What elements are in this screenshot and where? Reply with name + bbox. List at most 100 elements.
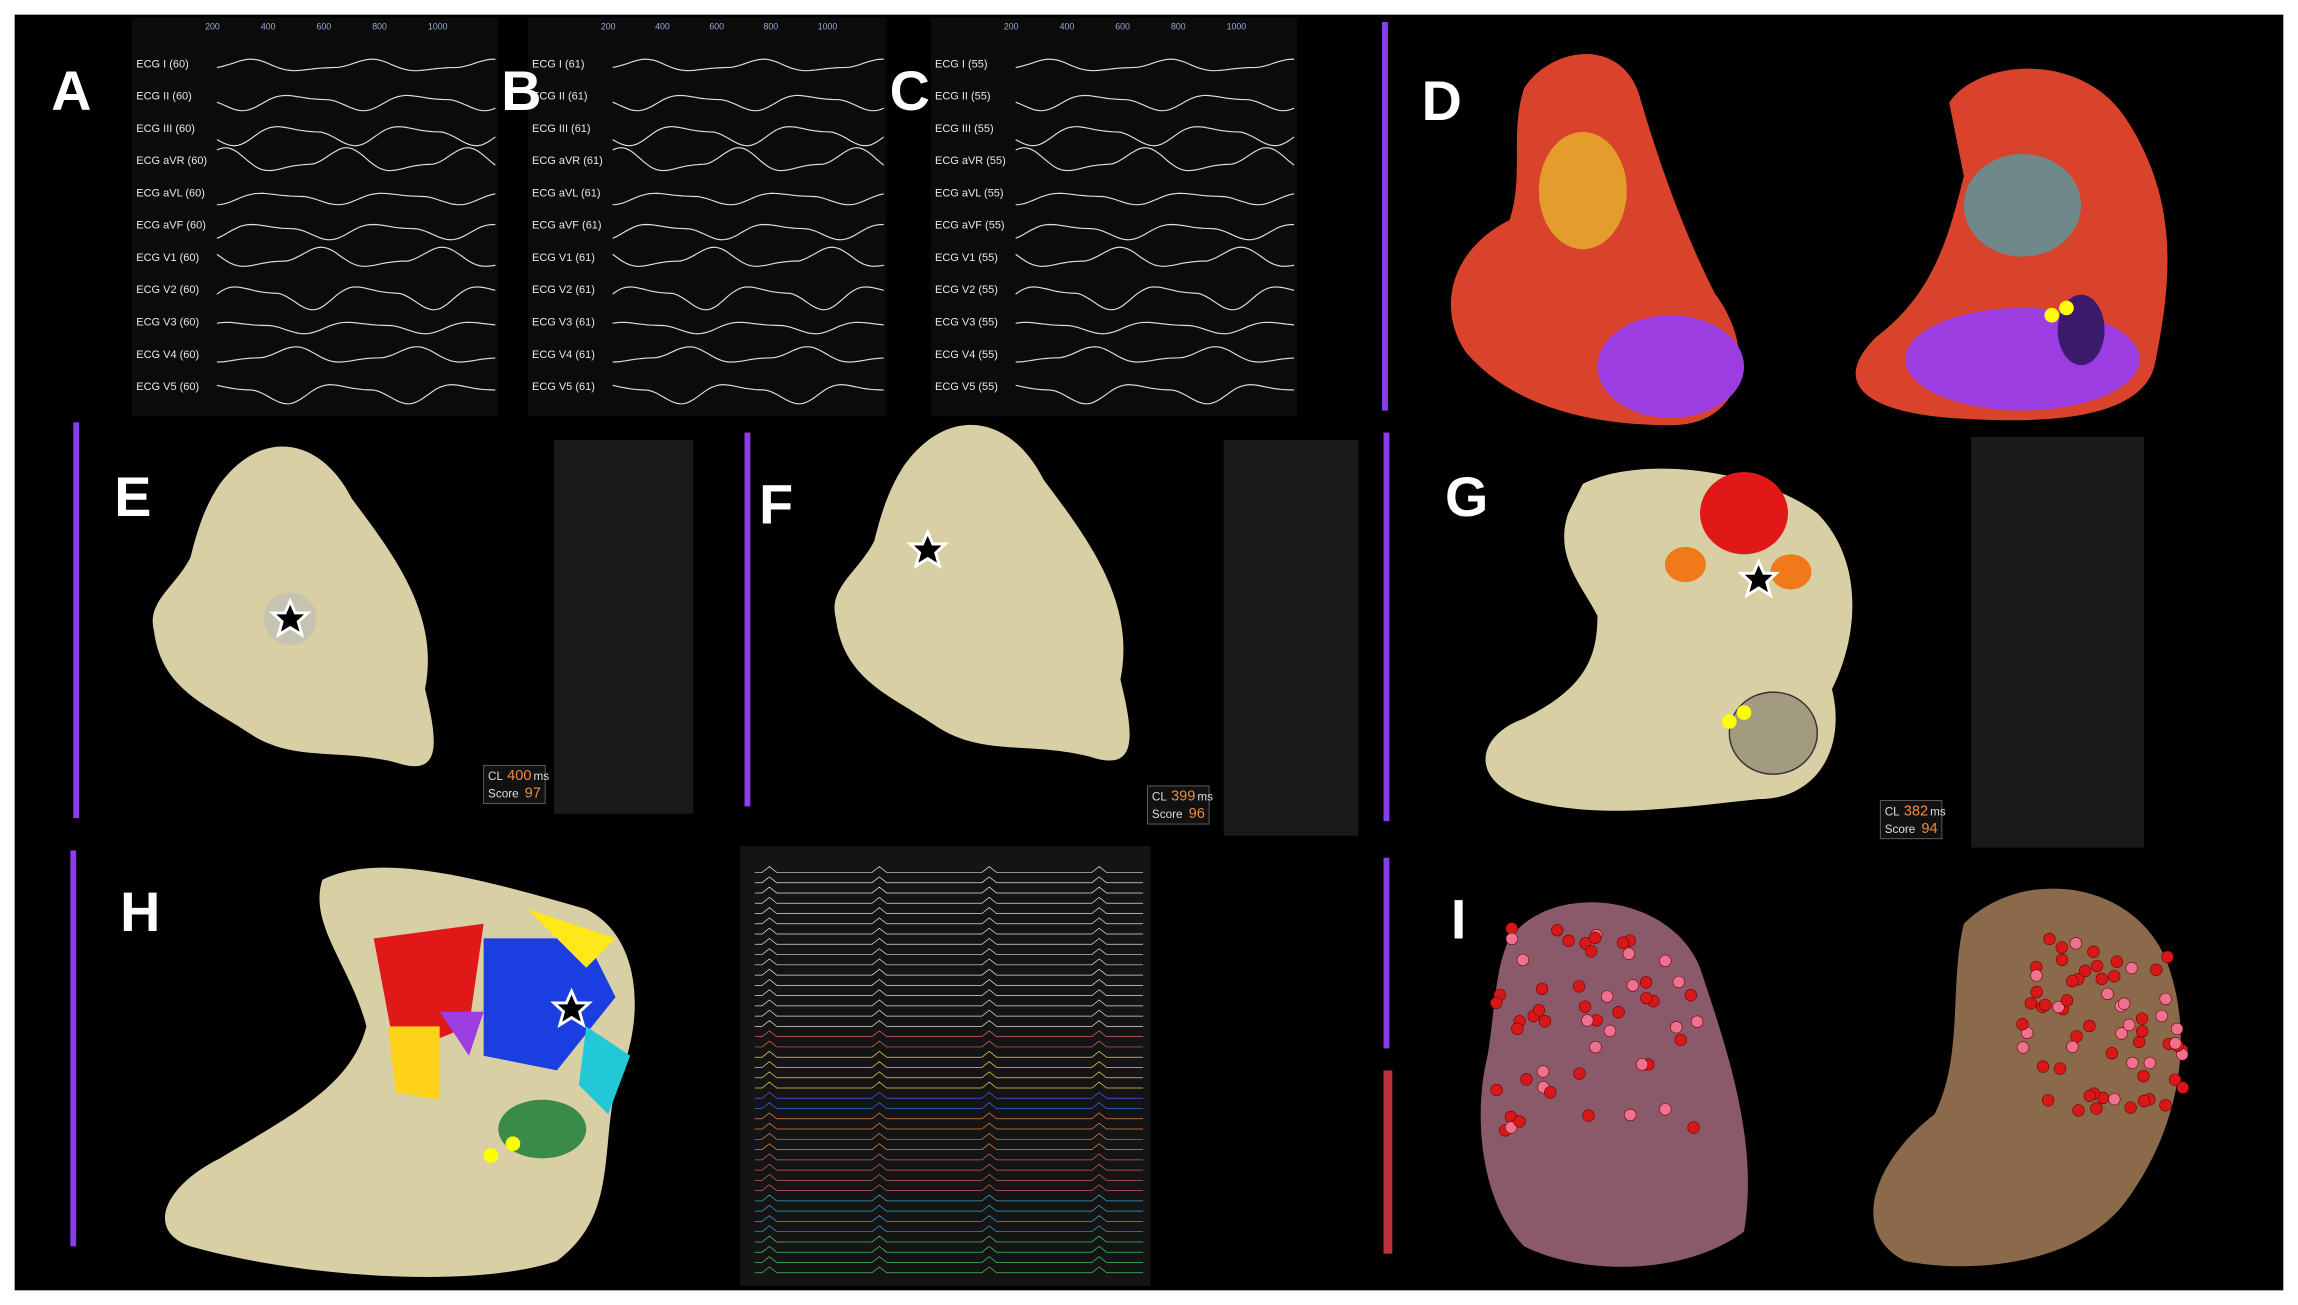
ecg-trace (1015, 321, 1295, 335)
lesion (1573, 1067, 1586, 1080)
lesion (2036, 1060, 2050, 1073)
lead-label: ECG aVF (60) (136, 220, 206, 232)
electrogram-trace (754, 1112, 1144, 1120)
ruler-label: 800 (764, 21, 779, 31)
electrogram-trace (754, 1050, 1144, 1058)
ecg-trace (216, 126, 496, 147)
lead-label: ECG V2 (60) (136, 284, 199, 296)
electrogram-trace (754, 1081, 1144, 1089)
panel-f (744, 424, 1359, 836)
lesion (1603, 1024, 1617, 1038)
lead-label: ECG V5 (55) (935, 381, 998, 393)
electrogram-trace (754, 1143, 1144, 1150)
lesion (1532, 1004, 1546, 1017)
lesion (2052, 1000, 2065, 1014)
lesion (1490, 996, 1503, 1010)
lesion (2070, 1030, 2083, 1043)
lesion (2087, 945, 2100, 958)
lesion (1659, 1103, 1672, 1116)
ecg-trace (612, 346, 884, 363)
lesion (2043, 932, 2056, 946)
ecg-trace (1015, 346, 1295, 363)
lesion (1622, 947, 1635, 960)
signal-strip (553, 439, 694, 814)
marker (505, 1136, 521, 1152)
panel-letter: F (759, 473, 793, 535)
lesion (2024, 997, 2037, 1010)
ecg-trace (216, 223, 496, 241)
lesion (2072, 1104, 2085, 1117)
lesion (2066, 974, 2079, 988)
patch (1963, 153, 2082, 257)
electrogram-window (740, 846, 1151, 1286)
lesion (2150, 963, 2163, 976)
lesion (1659, 954, 1672, 968)
lesion (2122, 1018, 2136, 1032)
lead-label: ECG III (60) (136, 123, 195, 135)
lesion (1516, 953, 1530, 967)
signal-strip (1971, 436, 2145, 848)
lesion (2124, 1101, 2137, 1114)
ruler-label: 200 (205, 21, 220, 31)
color-bar (70, 850, 77, 1247)
lesion (2169, 1037, 2182, 1050)
lead-label: ECG V3 (60) (136, 317, 199, 329)
electrogram-trace (754, 1245, 1144, 1253)
ecg-trace (1015, 94, 1295, 112)
electrogram-trace (754, 1266, 1144, 1274)
cl-box (483, 764, 546, 804)
ruler-label: 1000 (818, 21, 838, 31)
electrogram-trace (754, 948, 1144, 955)
panel-letter: D (1422, 70, 1462, 132)
electrogram-trace (754, 907, 1144, 914)
panel-letter: A (51, 60, 91, 122)
lesion (1585, 945, 1598, 958)
electrogram-trace (754, 917, 1144, 925)
lead-label: ECG I (61) (532, 58, 584, 70)
lesion (2041, 1094, 2055, 1107)
electrogram-trace (754, 1215, 1144, 1222)
score-value: 94 (1921, 821, 1937, 837)
score-label: Score (488, 788, 519, 801)
lesion (1588, 931, 1602, 944)
lesion (1600, 990, 1614, 1003)
lead-label: ECG V4 (55) (935, 349, 998, 361)
lead-label: ECG V3 (55) (935, 317, 998, 329)
electrogram-trace (754, 1153, 1144, 1161)
lead-label: ECG I (55) (935, 58, 987, 70)
patch (578, 1026, 631, 1115)
lead-label: ECG V5 (60) (136, 381, 199, 393)
electrogram-trace (754, 1256, 1144, 1263)
ruler-label: 1000 (428, 21, 448, 31)
ecg-trace (612, 223, 884, 241)
lead-label: ECG aVL (60) (136, 187, 205, 199)
panel-letter: B (501, 60, 541, 122)
lead-label: ECG I (60) (136, 58, 188, 70)
lead-label: ECG V5 (61) (532, 381, 595, 393)
marker (483, 1148, 499, 1163)
ruler-label: 800 (1171, 21, 1186, 31)
lesion (2115, 1027, 2128, 1040)
lesion (1504, 1121, 1518, 1134)
lesion (1581, 1014, 1594, 1027)
lesion (2030, 985, 2043, 999)
lesion (1624, 1108, 1637, 1122)
electrogram-trace (754, 1235, 1144, 1243)
ecg-trace (612, 286, 884, 311)
electrogram-trace (754, 1091, 1144, 1099)
score-value: 97 (525, 786, 541, 802)
patch (527, 909, 616, 968)
ruler-label: 600 (709, 21, 724, 31)
lesion (2135, 1012, 2149, 1025)
lead-label: ECG V4 (60) (136, 349, 199, 361)
lesion (2110, 955, 2124, 968)
panel-d (1382, 21, 2168, 426)
ruler-label: 600 (317, 21, 332, 31)
cl-unit: ms (1930, 805, 1946, 818)
lead-label: ECG II (60) (136, 91, 192, 103)
cl-label: CL (1885, 805, 1900, 818)
ecg-trace (216, 346, 496, 363)
lesion (2053, 1062, 2067, 1075)
lesion (2101, 987, 2114, 1001)
